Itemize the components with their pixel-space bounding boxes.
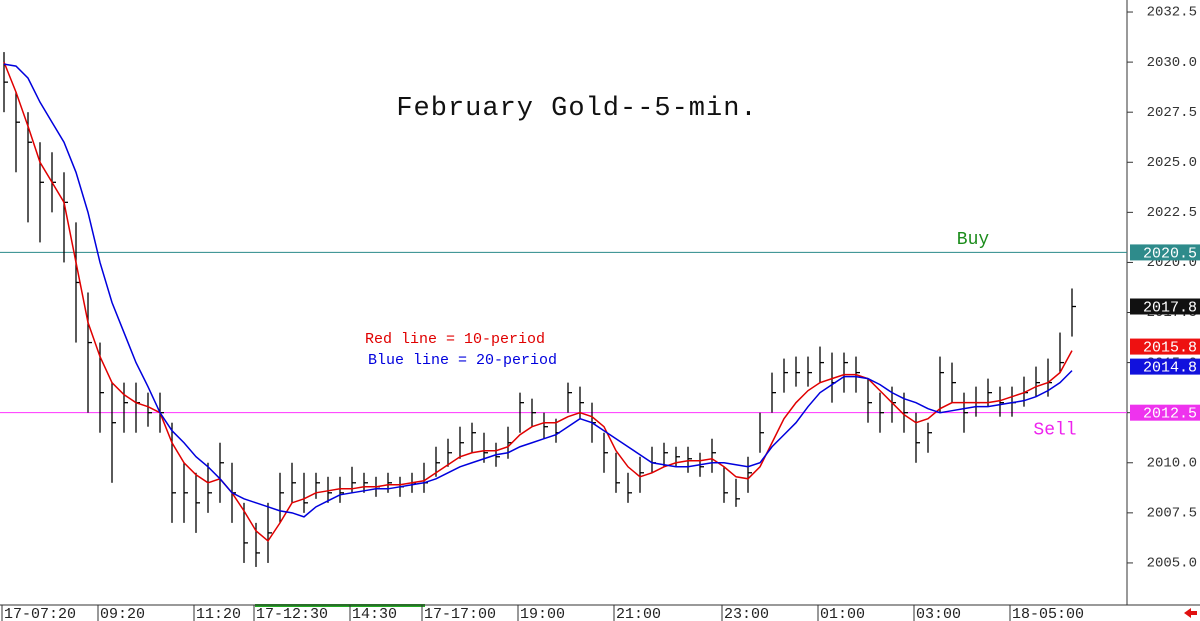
price-marker-label: 2017.8: [1143, 299, 1197, 316]
ma-line: [3, 63, 1073, 518]
price-marker-label: 2015.8: [1143, 340, 1197, 357]
annotation: Blue line = 20-period: [368, 352, 557, 369]
x-tick-label: 01:00: [820, 606, 865, 621]
x-tick-label: 21:00: [616, 606, 661, 621]
x-tick-label: 19:00: [520, 606, 565, 621]
ma-line: [3, 61, 1073, 543]
price-marker-label: 2020.5: [1143, 245, 1197, 262]
price-marker: [1130, 338, 1200, 355]
x-tick-label: 17-12:30: [256, 606, 328, 621]
y-tick-label: 2027.5: [1147, 105, 1197, 121]
chart-title: February Gold--5-min.: [396, 94, 757, 124]
x-tick-label: 09:20: [100, 606, 145, 621]
x-tick-label: 11:20: [196, 606, 241, 621]
y-tick-label: 2032.5: [1147, 5, 1197, 21]
y-tick-label: 2022.5: [1147, 205, 1197, 221]
x-tick-label: 14:30: [352, 606, 397, 621]
level-label: Sell: [1033, 420, 1076, 440]
price-marker: [1130, 298, 1200, 315]
price-marker: [1130, 404, 1200, 421]
level-label: Buy: [957, 230, 990, 250]
x-tick-label: 23:00: [724, 606, 769, 621]
y-tick-label: 2010.0: [1147, 455, 1197, 471]
x-tick-label: 17-17:00: [424, 606, 496, 621]
annotation: Red line = 10-period: [365, 331, 545, 348]
x-tick-label: 18-05:00: [1012, 606, 1084, 621]
x-tick-label: 03:00: [916, 606, 961, 621]
price-marker: [1130, 244, 1200, 261]
price-marker: [1130, 358, 1200, 375]
price-marker-label: 2014.8: [1143, 360, 1197, 377]
x-tick-label: 17-07:20: [4, 606, 76, 621]
y-tick-label: 2030.0: [1147, 55, 1197, 71]
y-tick-label: 2025.0: [1147, 155, 1197, 171]
y-tick-label: 2005.0: [1147, 556, 1197, 572]
y-tick-label: 2007.5: [1147, 506, 1197, 522]
scroll-arrow[interactable]: [1184, 608, 1197, 618]
price-marker-label: 2012.5: [1143, 406, 1197, 423]
